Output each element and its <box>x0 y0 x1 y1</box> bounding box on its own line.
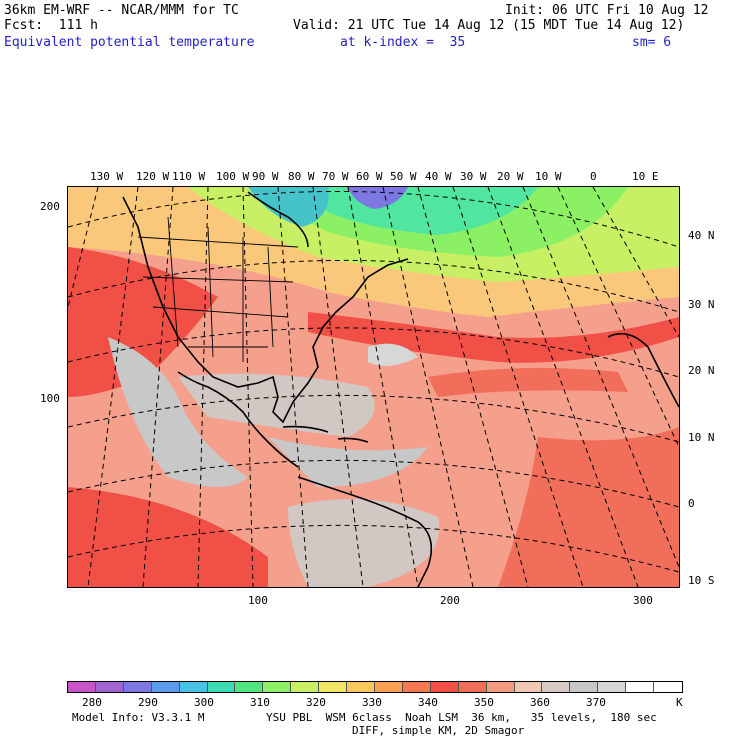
field-name: Equivalent potential temperature <box>4 35 255 50</box>
lon-label: 10 E <box>632 170 659 183</box>
x-tick-300: 300 <box>633 594 653 607</box>
colorbar-swatch <box>319 682 348 692</box>
colorbar-swatch <box>235 682 264 692</box>
theta-e-map <box>67 186 680 588</box>
y-tick-200: 200 <box>40 200 60 213</box>
colorbar-swatch <box>402 682 431 692</box>
lat-0 <box>68 459 679 508</box>
colorbar-swatch <box>458 682 487 692</box>
colorbar-swatch <box>207 682 236 692</box>
field-gray-mexico <box>108 337 248 487</box>
lon-label: 120 W <box>136 170 170 183</box>
coastline-hispaniola <box>337 437 369 443</box>
colorbar-label: 350 <box>474 696 494 709</box>
lon-label: 10 W <box>535 170 562 183</box>
colorbar-label: 340 <box>418 696 438 709</box>
field-gray-gulf <box>178 373 375 437</box>
lat-10s <box>68 524 679 573</box>
field-cyan <box>248 187 329 227</box>
colorbar-swatch <box>542 682 571 692</box>
coastline-south-america <box>297 476 433 587</box>
colorbar-swatch <box>654 682 682 692</box>
level-index: at k-index = 35 <box>340 35 466 50</box>
graticule <box>68 187 679 587</box>
physics-info: YSU PBL WSM 6class Noah LSM 36 km, 35 le… <box>266 711 657 724</box>
coastline-north-america <box>122 196 409 424</box>
coastline-hudson <box>247 191 309 248</box>
colorbar-label: 320 <box>306 696 326 709</box>
map-canvas <box>68 187 679 587</box>
colorbar-swatch <box>486 682 515 692</box>
smoothing: sm= 6 <box>632 35 672 50</box>
diffusion-info: DIFF, simple KM, 2D Smagor <box>352 724 525 737</box>
borders <box>137 216 299 362</box>
colorbar-swatch <box>151 682 180 692</box>
colorbar <box>67 681 683 693</box>
colorbar-label: 310 <box>250 696 270 709</box>
colorbar-swatch <box>374 682 403 692</box>
lon-label: 50 W <box>390 170 417 183</box>
lat-10n <box>68 394 679 443</box>
field-atlantic-red <box>308 312 679 363</box>
colorbar-swatch <box>68 682 96 692</box>
colorbar-swatch <box>95 682 124 692</box>
lon-label: 100 W <box>216 170 250 183</box>
lat-label: 10 S <box>688 574 715 587</box>
colorbar-swatch <box>263 682 292 692</box>
colorbar-swatch <box>430 682 459 692</box>
x-tick-100: 100 <box>248 594 268 607</box>
colorbar-swatch <box>626 682 655 692</box>
colorbar-swatch <box>179 682 208 692</box>
colorbar-label: 300 <box>194 696 214 709</box>
colorbar-label: 280 <box>82 696 102 709</box>
colorbar-label: 360 <box>530 696 550 709</box>
lon-label: 110 W <box>172 170 206 183</box>
lon-label: 80 W <box>288 170 315 183</box>
colorbar-swatch <box>291 682 320 692</box>
coastline-mexico <box>177 371 299 468</box>
lat-label: 20 N <box>688 364 715 377</box>
field-atlantic-red2 <box>428 368 628 397</box>
field-gray-south-america <box>288 499 440 587</box>
colorbar-swatch <box>598 682 627 692</box>
field-west-red <box>68 247 218 397</box>
forecast-hour: Fcst: 111 h <box>4 18 98 33</box>
lon-label: 90 W <box>252 170 279 183</box>
colorbar-label: 370 <box>586 696 606 709</box>
lat-label: 0 <box>688 497 695 510</box>
coastlines <box>122 191 679 587</box>
lon-label: 0 <box>590 170 597 183</box>
colorbar-swatch <box>514 682 543 692</box>
colorbar-swatch <box>123 682 152 692</box>
coastline-cuba <box>282 425 329 433</box>
colorbar-swatch <box>347 682 375 692</box>
field-gray-caribbean <box>268 437 428 487</box>
model-title: 36km EM-WRF -- NCAR/MMM for TC <box>4 3 239 18</box>
field-pacific-red <box>68 487 268 587</box>
lon-label: 20 W <box>497 170 524 183</box>
lon-label: 40 W <box>425 170 452 183</box>
colorbar-swatch <box>570 682 599 692</box>
colorbar-label: 290 <box>138 696 158 709</box>
coastline-africa <box>607 332 679 408</box>
lat-label: 40 N <box>688 229 715 242</box>
lon-label: 30 W <box>460 170 487 183</box>
lat-label: 10 N <box>688 431 715 444</box>
valid-time: Valid: 21 UTC Tue 14 Aug 12 (15 MDT Tue … <box>293 18 685 33</box>
field-southeast-red <box>498 427 679 587</box>
lon-label: 60 W <box>356 170 383 183</box>
y-tick-100: 100 <box>40 392 60 405</box>
lat-label: 30 N <box>688 298 715 311</box>
init-time: Init: 06 UTC Fri 10 Aug 12 <box>505 3 709 18</box>
field-gray-patch <box>368 343 418 366</box>
lon-label: 70 W <box>322 170 349 183</box>
lon-label: 130 W <box>90 170 124 183</box>
colorbar-label: 330 <box>362 696 382 709</box>
colorbar-unit: K <box>676 696 683 709</box>
x-tick-200: 200 <box>440 594 460 607</box>
model-info: Model Info: V3.3.1 M <box>72 711 205 724</box>
